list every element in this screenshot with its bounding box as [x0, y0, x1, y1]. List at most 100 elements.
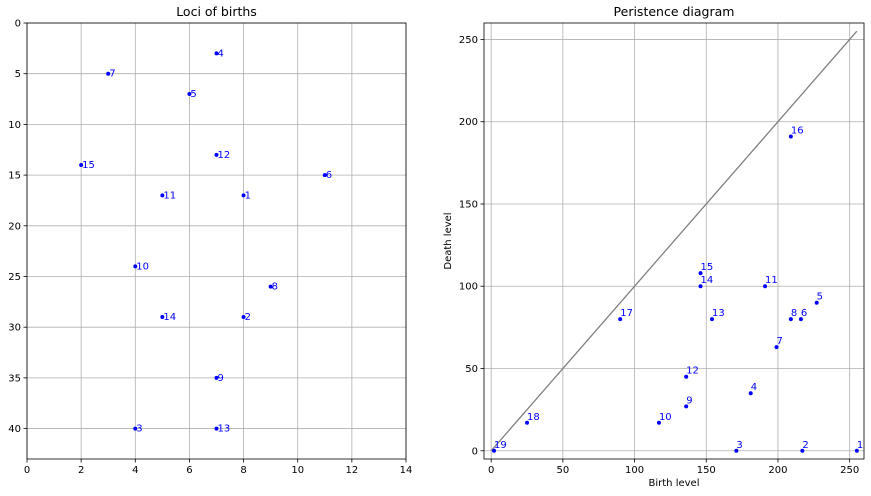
point-label: 9 [218, 373, 224, 384]
data-point [698, 271, 703, 276]
left-chart-title: Loci of births [176, 4, 257, 19]
x-tick-label: 14 [400, 465, 413, 476]
data-point [748, 391, 753, 396]
data-point [214, 375, 219, 380]
x-tick-label: 10 [291, 465, 304, 476]
data-point [214, 426, 219, 431]
right-x-axis-label: Birth level [649, 478, 700, 489]
plot-frame [26, 22, 407, 460]
y-tick-label: 25 [8, 272, 21, 283]
point-label: 14 [701, 275, 714, 286]
x-tick-label: 0 [24, 465, 30, 476]
point-label: 4 [751, 382, 757, 393]
x-tick-label: 0 [488, 465, 494, 476]
point-label: 7 [109, 69, 115, 80]
point-label: 16 [791, 126, 804, 137]
y-tick-label: 100 [459, 282, 478, 293]
data-point [656, 420, 661, 425]
grid [484, 23, 864, 459]
data-point [814, 300, 819, 305]
data-point [618, 317, 623, 322]
data-point [525, 420, 530, 425]
point-label: 15 [701, 262, 714, 273]
y-tick-label: 5 [15, 69, 21, 80]
point-label: 8 [272, 282, 278, 293]
data-point [800, 448, 805, 453]
data-point [734, 448, 739, 453]
data-point [160, 315, 165, 320]
data-point [763, 284, 768, 289]
point-label: 10 [659, 412, 672, 423]
point-label: 6 [801, 308, 807, 319]
point-label: 17 [620, 308, 633, 319]
y-tick-label: 50 [465, 364, 478, 375]
point-label: 5 [817, 292, 823, 303]
point-label: 6 [326, 170, 332, 181]
data-point [241, 315, 246, 320]
data-point [187, 91, 192, 96]
y-tick-label: 20 [8, 221, 21, 232]
y-tick-label: 10 [8, 120, 21, 131]
x-tick-label: 8 [240, 465, 246, 476]
x-tick-label: 4 [132, 465, 138, 476]
data-point [79, 162, 84, 167]
point-label: 15 [82, 160, 95, 171]
loci-of-births-chart: 0 2 4 6 8 10 12 1405101520253035401234567891011… [8, 4, 412, 476]
point-label: 2 [245, 312, 251, 323]
data-point [698, 284, 703, 289]
point-label: 18 [527, 412, 540, 423]
axis-ticks: 0 50 100 150 200 250 0 50 100 150 200 250 [459, 35, 859, 476]
x-tick-label: 6 [186, 465, 192, 476]
x-tick-label: 200 [768, 465, 787, 476]
point-label: 7 [777, 336, 783, 347]
y-tick-label: 15 [8, 171, 21, 182]
x-tick-label: 150 [697, 465, 716, 476]
point-label: 13 [712, 308, 725, 319]
data-point [684, 404, 689, 409]
data-point [214, 152, 219, 157]
point-label: 13 [218, 424, 231, 435]
x-tick-label: 250 [840, 465, 859, 476]
point-label: 14 [163, 312, 176, 323]
data-point [854, 448, 859, 453]
data-point [133, 264, 138, 269]
data-point [710, 317, 714, 322]
point-label: 11 [765, 275, 778, 286]
persistence-diagram-chart: Birth level Death level 0 50 100 150 200 250 0… [443, 4, 865, 489]
x-tick-label: 12 [345, 465, 358, 476]
data-point [214, 51, 219, 56]
data-point [788, 317, 793, 322]
data-point [322, 173, 327, 178]
plot-frame [483, 22, 865, 460]
data-point [106, 71, 111, 76]
point-label: 8 [791, 308, 797, 319]
right-chart-title: Peristence diagram [614, 4, 735, 19]
point-label: 11 [163, 190, 176, 201]
y-tick-label: 0 [472, 446, 478, 457]
point-label: 10 [136, 261, 149, 272]
point-label: 3 [136, 424, 142, 435]
y-tick-label: 150 [459, 199, 478, 210]
point-label: 12 [218, 150, 231, 161]
grid [26, 22, 407, 459]
point-label: 19 [494, 440, 507, 451]
point-label: 9 [686, 395, 692, 406]
point-label: 1 [245, 190, 251, 201]
y-tick-label: 250 [459, 35, 478, 46]
data-point [684, 374, 689, 379]
point-label: 4 [218, 48, 224, 59]
point-label: 3 [736, 440, 742, 451]
data-point [241, 193, 246, 198]
data-point [268, 284, 273, 289]
point-label: 12 [686, 366, 699, 377]
diagonal-line [490, 30, 858, 452]
y-tick-label: 30 [8, 323, 21, 334]
y-tick-label: 40 [8, 424, 21, 435]
data-point [788, 134, 793, 139]
y-tick-label: 200 [459, 117, 478, 128]
data-point [492, 448, 497, 453]
right-y-axis-label: Death level [443, 212, 454, 269]
